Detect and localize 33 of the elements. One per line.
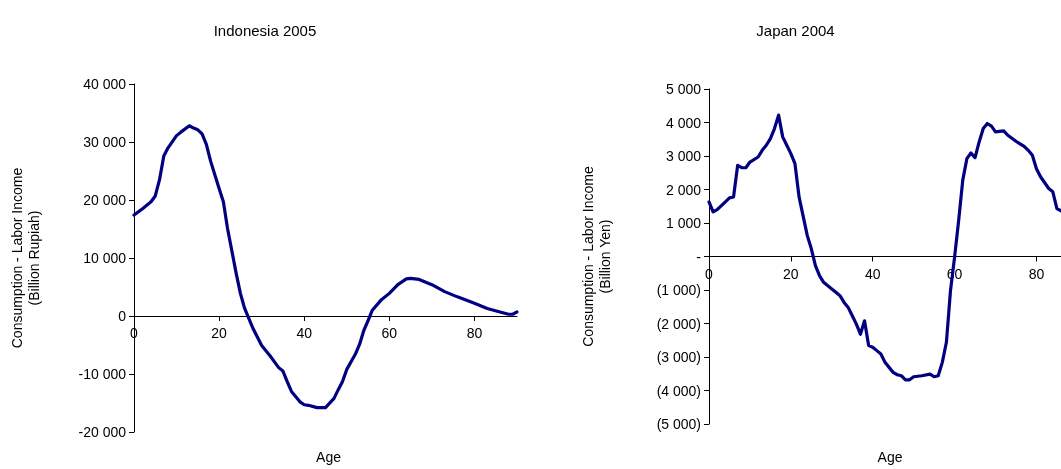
x-tick-label: 80 xyxy=(466,325,483,341)
x-axis-title: Age xyxy=(877,449,903,465)
y-tick-label: (2 000) xyxy=(656,315,701,332)
x-axis-title: Age xyxy=(316,449,342,465)
x-tick-label: 20 xyxy=(211,325,228,341)
y-tick-label: 5 000 xyxy=(665,81,702,97)
line-series xyxy=(132,124,519,410)
y-tick-label: 0 xyxy=(118,308,127,324)
y-tick-label: 10 000 xyxy=(83,250,127,266)
x-tick-label: 20 xyxy=(783,265,799,282)
y-tick-label: 4 000 xyxy=(665,114,702,131)
y-tick-label: 30 000 xyxy=(83,134,127,150)
y-axis-title: Consumption - Labor Income (Billion Yen) xyxy=(579,166,613,347)
x-tick-label: 40 xyxy=(296,325,313,341)
chart-title: Japan 2004 xyxy=(756,22,835,39)
x-tick-label: 60 xyxy=(381,325,398,341)
y-tick-label: -10 000 xyxy=(78,366,127,382)
y-axis-title: Consumption - Labor Income (Billion Rupiah) xyxy=(8,167,42,349)
y-tick-label: (1 000) xyxy=(656,282,701,298)
y-tick-label: 3 000 xyxy=(665,148,702,164)
y-tick-label: 40 000 xyxy=(83,76,127,92)
y-tick-label: 2 000 xyxy=(665,181,702,198)
y-tick-label: (3 000) xyxy=(656,349,701,365)
y-tick-label: 1 000 xyxy=(665,215,702,231)
chart-title: Indonesia 2005 xyxy=(213,22,317,39)
y-tick-label: -20 000 xyxy=(78,424,127,440)
y-tick-label: (5 000) xyxy=(656,416,701,432)
y-tick-label: (4 000) xyxy=(656,382,701,399)
y-tick-label: - xyxy=(696,248,702,265)
x-tick-label: 80 xyxy=(1028,265,1045,282)
y-tick-label: 20 000 xyxy=(83,192,127,208)
x-tick-label: 40 xyxy=(864,265,881,282)
line-series xyxy=(707,113,1061,382)
